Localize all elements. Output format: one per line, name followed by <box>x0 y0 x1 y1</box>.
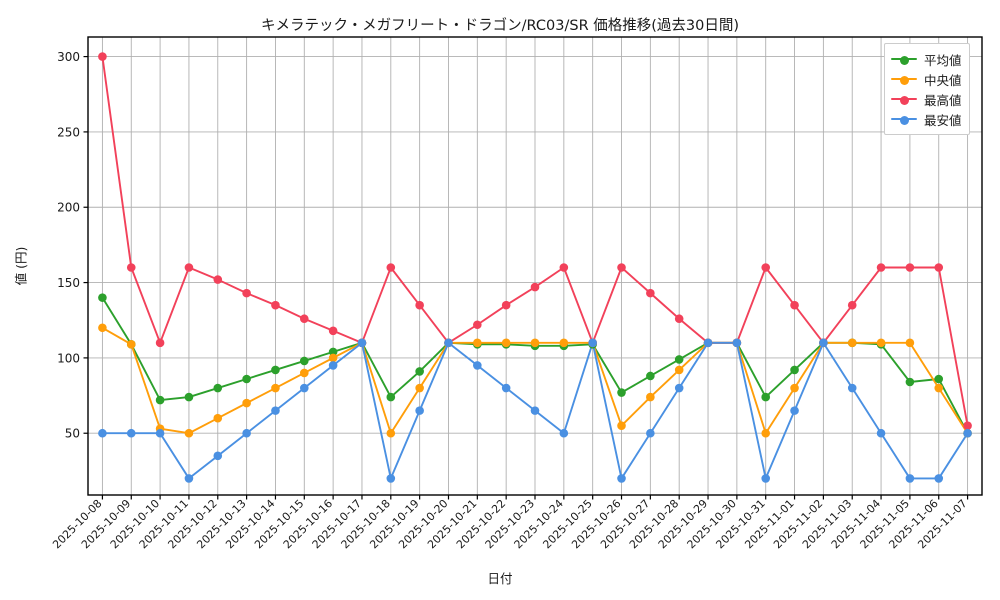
x-tick-labels: 2025-10-082025-10-092025-10-102025-10-11… <box>50 497 970 551</box>
chart-legend: 平均値中央値最高値最安値 <box>884 43 970 135</box>
svg-text:200: 200 <box>57 201 80 215</box>
svg-text:50: 50 <box>65 427 80 441</box>
legend-swatch-icon <box>891 92 917 106</box>
data-series-layer <box>98 52 972 483</box>
legend-label: 最安値 <box>924 112 962 128</box>
legend-item-最安値[interactable]: 最安値 <box>891 109 962 129</box>
svg-text:300: 300 <box>57 50 80 64</box>
svg-text:100: 100 <box>57 351 80 365</box>
legend-item-平均値[interactable]: 平均値 <box>891 49 962 69</box>
legend-swatch-icon <box>891 72 917 86</box>
svg-text:150: 150 <box>57 276 80 290</box>
legend-item-最高値[interactable]: 最高値 <box>891 89 962 109</box>
legend-label: 最高値 <box>924 92 962 108</box>
x-axis-label: 日付 <box>487 571 513 586</box>
legend-item-中央値[interactable]: 中央値 <box>891 69 962 89</box>
legend-swatch-icon <box>891 52 917 66</box>
grid-lines <box>88 37 982 495</box>
legend-label: 中央値 <box>924 72 962 88</box>
y-tick-labels: 50 100 150 200 250 300 <box>57 50 80 441</box>
svg-text:250: 250 <box>57 125 80 139</box>
legend-label: 平均値 <box>924 52 962 68</box>
axis-ticks <box>83 55 969 500</box>
legend-swatch-icon <box>891 112 917 126</box>
chart-title: キメラテック・メガフリート・ドラゴン/RC03/SR 価格推移(過去30日間) <box>260 18 740 34</box>
